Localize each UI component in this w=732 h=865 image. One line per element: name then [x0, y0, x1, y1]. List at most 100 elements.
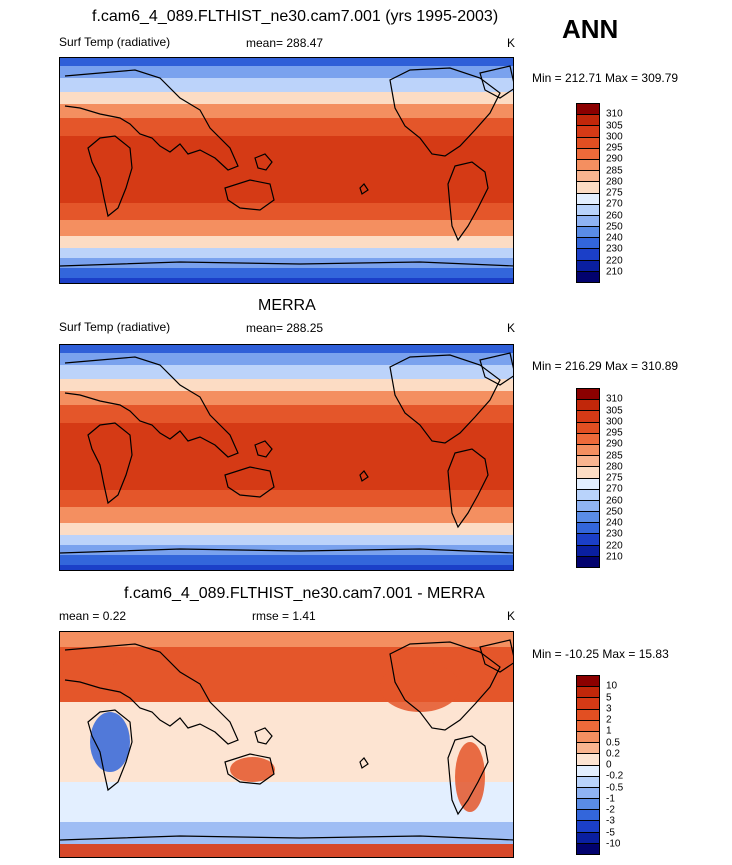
colorbar-tick-label: 295: [606, 427, 623, 439]
colorbar-tick-label: 275: [606, 472, 623, 484]
coastline: [479, 352, 513, 386]
colorbar-tick-label: 300: [606, 416, 623, 428]
map-color-band: [60, 423, 513, 490]
map-color-band: [60, 523, 513, 535]
panel-2-colorbar: [576, 388, 600, 568]
map-anomaly-region: [455, 742, 485, 812]
colorbar-tick-label: 310: [606, 393, 623, 405]
map-anomaly-region: [110, 652, 200, 692]
coastline: [224, 466, 275, 498]
coastline: [359, 183, 369, 195]
colorbar-tick-label: 310: [606, 108, 623, 120]
map-color-band: [60, 203, 513, 220]
map-color-band: [60, 236, 513, 248]
panel-2-mean-label: mean= 288.25: [246, 321, 324, 335]
coastline: [87, 422, 133, 505]
colorbar-swatch: [577, 159, 599, 172]
colorbar-tick-label: 0.2: [606, 748, 620, 760]
map-color-band: [60, 555, 513, 565]
colorbar-tick-label: 3: [606, 703, 612, 715]
colorbar-tick-label: 0: [606, 759, 612, 771]
map-color-band: [60, 822, 513, 844]
coastline: [479, 639, 513, 673]
panel-2-map: [59, 344, 514, 571]
map-anomaly-region: [90, 712, 130, 772]
colorbar-tick-label: 260: [606, 495, 623, 506]
colorbar-swatch: [577, 799, 599, 811]
coastline: [447, 448, 489, 529]
colorbar-swatch: [577, 832, 599, 844]
coastline: [87, 709, 133, 792]
colorbar-tick-label: 295: [606, 142, 623, 154]
colorbar-swatch: [577, 456, 599, 468]
colorbar-swatch: [577, 489, 599, 501]
map-canvas: [60, 345, 513, 570]
colorbar-tick-label: 0.5: [606, 737, 620, 748]
colorbar-swatch: [577, 687, 599, 699]
colorbar-tick-label: -0.5: [606, 782, 624, 793]
map-color-band: [60, 391, 513, 405]
coastline: [254, 727, 273, 745]
panel-3-units: K: [507, 609, 516, 623]
panel-1-mean-label: mean= 288.47: [246, 36, 324, 50]
colorbar-swatch: [577, 227, 599, 239]
coastline: [389, 354, 501, 444]
colorbar-swatch: [577, 731, 599, 744]
colorbar-tick-label: 290: [606, 438, 623, 450]
colorbar-swatch: [577, 193, 599, 205]
colorbar-swatch: [577, 444, 599, 457]
colorbar-swatch: [577, 271, 599, 282]
colorbar-tick-label: 305: [606, 405, 623, 416]
panel-3-title: f.cam6_4_089.FLTHIST_ne30.cam7.001 - MER…: [124, 585, 485, 602]
colorbar-swatch: [577, 843, 599, 854]
panel-2-variable-label: Surf Temp (radiative): [59, 320, 171, 334]
season-label: ANN: [562, 14, 619, 44]
map-color-band: [60, 545, 513, 555]
coastline: [359, 470, 369, 482]
map-color-band: [60, 136, 513, 203]
colorbar-swatch: [577, 676, 599, 688]
colorbar-swatch: [577, 754, 599, 766]
map-color-band: [60, 78, 513, 92]
colorbar-swatch: [577, 556, 599, 567]
coastline: [64, 356, 239, 458]
map-color-band: [60, 258, 513, 268]
colorbar-swatch: [577, 478, 599, 490]
colorbar-swatch: [577, 137, 599, 149]
colorbar-tick-label: 280: [606, 176, 623, 188]
coastline: [389, 67, 501, 157]
colorbar-tick-label: -5: [606, 827, 615, 838]
map-color-band: [60, 92, 513, 104]
colorbar-tick-label: 270: [606, 483, 623, 495]
colorbar-swatch: [577, 765, 599, 777]
colorbar-tick-label: 230: [606, 528, 623, 540]
coastline: [359, 757, 369, 769]
colorbar-swatch: [577, 104, 599, 116]
map-color-band: [60, 220, 513, 236]
panel-1-colorbar: [576, 103, 600, 283]
map-color-band: [60, 632, 513, 647]
colorbar-tick-label: 240: [606, 232, 623, 244]
colorbar-tick-label: 285: [606, 165, 623, 176]
colorbar-tick-label: 230: [606, 243, 623, 255]
coastline: [254, 153, 273, 171]
colorbar-tick-label: 270: [606, 198, 623, 210]
colorbar-swatch: [577, 249, 599, 261]
colorbar-swatch: [577, 743, 599, 755]
coastline: [87, 135, 133, 218]
coastline: [254, 440, 273, 458]
map-canvas: [60, 58, 513, 283]
colorbar-swatch: [577, 433, 599, 445]
panel-3-colorbar: [576, 675, 600, 855]
coastline: [479, 65, 513, 99]
colorbar-tick-label: 250: [606, 506, 623, 518]
colorbar-tick-label: -2: [606, 804, 615, 816]
colorbar-swatch: [577, 411, 599, 423]
colorbar-tick-label: 210: [606, 551, 623, 563]
map-color-band: [60, 782, 513, 822]
colorbar-swatch: [577, 500, 599, 513]
colorbar-swatch: [577, 810, 599, 822]
colorbar-swatch: [577, 422, 599, 434]
panel-3-mean-label: mean = 0.22: [59, 609, 127, 623]
colorbar-tick-label: 250: [606, 221, 623, 233]
